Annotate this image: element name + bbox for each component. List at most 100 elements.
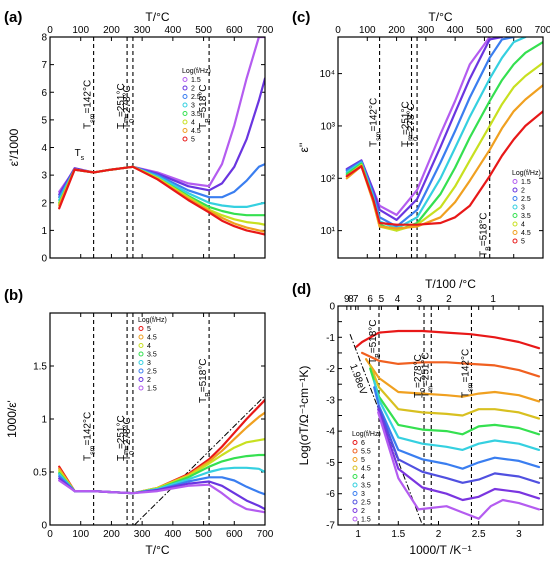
vline-label: Tsm=142°C: [369, 98, 383, 147]
x-tick-label: 700: [257, 25, 274, 36]
legend-marker: [138, 334, 144, 340]
legend-marker: [182, 94, 188, 99]
legend: Log(f/Hz) 1.5 22.5 33.5 44.5 5: [512, 170, 541, 246]
x-tick-label: 0: [47, 25, 53, 36]
series-line: [373, 386, 541, 470]
vline-label: T0=278°C: [413, 354, 427, 398]
x-tick-label: 2: [436, 529, 442, 540]
y-axis-title: Log(σT/Ω⁻¹cm⁻¹K): [297, 366, 311, 466]
series-line: [345, 110, 543, 226]
legend-label: 5: [147, 326, 151, 333]
legend-marker: [182, 119, 188, 125]
legend-label: 3: [521, 205, 525, 212]
legend-marker: [138, 368, 144, 374]
x-axis-title: T/°C: [145, 10, 169, 24]
x-tick-label: 500: [195, 25, 212, 36]
x-tick-label: 300: [418, 25, 435, 36]
legend-marker: [352, 465, 358, 471]
y-tick-label: 4: [41, 143, 47, 154]
legend-label: 2: [147, 377, 151, 384]
legend-label: 6: [361, 440, 365, 447]
series-line: [369, 367, 541, 436]
legend-marker: [182, 102, 188, 108]
x-tick-label: 2.5: [472, 529, 486, 540]
x-tick-label: 600: [226, 529, 243, 540]
x-tick-label: 100: [72, 25, 89, 36]
legend-marker: [512, 238, 518, 244]
legend-label: 3: [361, 491, 365, 498]
x-axis-title: T/°C: [428, 10, 452, 24]
series-line: [373, 380, 541, 451]
x-tick-label: 300: [134, 529, 151, 540]
x2-tick-label: 3: [416, 294, 422, 305]
plot-area: [345, 37, 543, 258]
panel-label: (d): [292, 281, 311, 298]
legend: Log(f/Hz) 6 5.55 4.54 3.53 2.52 1.5: [352, 431, 381, 524]
y-tick-label: -6: [326, 489, 335, 500]
plot-frame: [49, 312, 266, 526]
y-tick-label: 6: [41, 88, 47, 99]
x-tick-label: 1: [355, 529, 361, 540]
legend-title: Log(f/Hz): [182, 68, 211, 75]
legend-marker: [182, 111, 188, 116]
x2-tick-label: 7: [353, 294, 359, 305]
vline-label: TB=518°C: [368, 319, 382, 364]
x-tick-label: 0: [47, 529, 53, 540]
legend-label: 3: [191, 103, 195, 110]
legend-marker: [182, 77, 188, 82]
fit-line: [349, 333, 423, 525]
panel-label: (c): [292, 9, 310, 26]
legend-marker: [512, 179, 518, 184]
legend-marker: [182, 85, 188, 91]
x-tick-label: 300: [134, 25, 151, 36]
legend-label: 2.5: [147, 369, 157, 376]
legend-marker: [352, 482, 358, 488]
legend-label: 2: [521, 188, 525, 195]
vline-label: Tsm=142°C: [83, 412, 97, 461]
y-tick-label: 5: [41, 115, 47, 126]
x-tick-label: 100: [72, 529, 89, 540]
y-tick-label: -5: [326, 458, 335, 469]
legend-label: 5: [191, 137, 195, 144]
legend-marker: [512, 230, 518, 235]
y-tick-label: 1: [41, 415, 47, 426]
legend-label: 3: [147, 360, 151, 367]
legend-title: Log(f/Hz): [138, 317, 167, 324]
y-tick-label: -4: [326, 427, 335, 438]
y-tick-label: 10¹: [321, 226, 336, 237]
legend-marker: [182, 128, 188, 133]
x-axis-title: 1000/T /K⁻¹: [409, 543, 471, 557]
legend-label: 4.5: [147, 335, 157, 342]
legend-title: Log(f/Hz): [512, 170, 541, 177]
vline-label: Tm=251°C: [420, 352, 434, 398]
x-tick-label: 500: [476, 25, 493, 36]
legend-marker: [352, 516, 358, 522]
plot-frame: [337, 36, 544, 259]
x-tick-label: 1.5: [391, 529, 405, 540]
legend-marker: [138, 377, 144, 382]
annotation-label: Ts: [75, 148, 85, 162]
y-tick-label: -7: [326, 521, 335, 532]
legend-label: 4: [521, 222, 525, 229]
x2-tick-label: 2: [446, 294, 452, 305]
x-tick-label: 700: [535, 25, 550, 36]
x2-tick-label: 6: [367, 294, 373, 305]
y-tick-label: 0.5: [33, 468, 47, 479]
vline-label: T0=278°C: [122, 85, 136, 129]
vline-label: Tsm=142°C: [460, 349, 474, 398]
y-tick-label: 3: [41, 171, 47, 182]
vline-label: Tm=251°C: [116, 83, 130, 129]
legend: Log(f/Hz) 5 4.54 3.53 2.52 1.5: [138, 317, 167, 393]
plot-area: [58, 37, 265, 258]
legend-label: 4: [361, 474, 365, 481]
vline-label: TB=518°C: [198, 84, 212, 129]
x2-axis-title: T/100 /°C: [425, 277, 476, 291]
series-line: [377, 405, 541, 484]
y-tick-label: -3: [326, 395, 335, 406]
vline-label: T0=278°C: [122, 417, 136, 461]
y-tick-label: 2: [41, 198, 47, 209]
series-line: [369, 364, 541, 420]
legend-marker: [512, 221, 518, 227]
x2-tick-label: 5: [379, 294, 385, 305]
